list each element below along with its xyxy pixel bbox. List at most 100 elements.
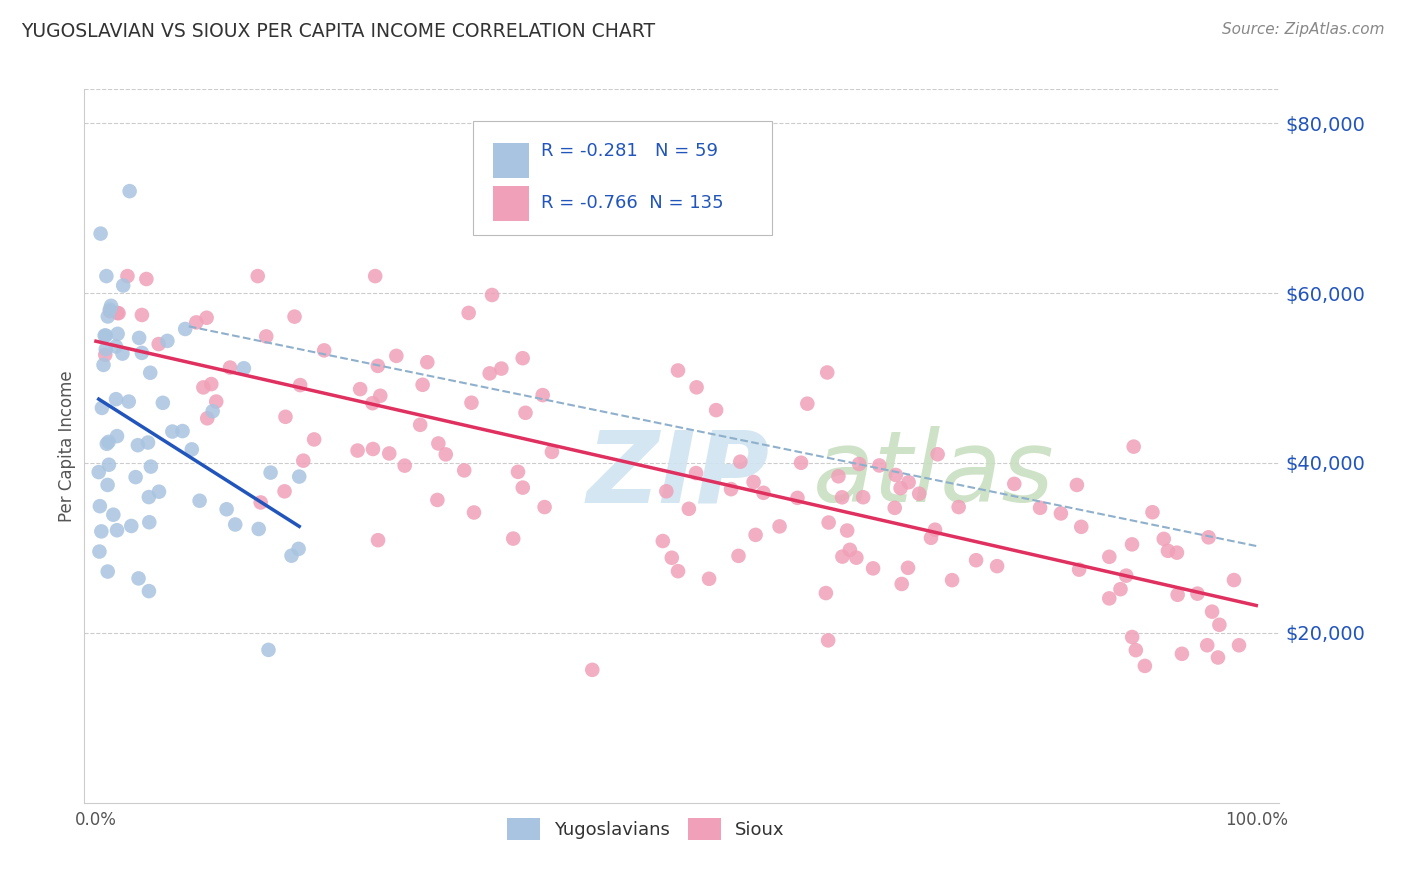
Point bbox=[104, 339, 127, 353]
Point bbox=[831, 549, 853, 564]
Point bbox=[136, 435, 159, 450]
Point bbox=[274, 409, 297, 424]
Point bbox=[897, 561, 920, 575]
Point bbox=[180, 442, 202, 457]
Point bbox=[124, 470, 146, 484]
Point bbox=[512, 351, 534, 366]
Point bbox=[1206, 650, 1229, 665]
Point bbox=[908, 486, 931, 500]
Point bbox=[678, 501, 700, 516]
Point bbox=[742, 475, 765, 489]
Point bbox=[246, 269, 269, 284]
Text: Source: ZipAtlas.com: Source: ZipAtlas.com bbox=[1222, 22, 1385, 37]
Point bbox=[941, 573, 963, 587]
Point bbox=[924, 523, 946, 537]
Point bbox=[685, 466, 707, 480]
Point bbox=[131, 308, 153, 322]
Point bbox=[193, 380, 215, 394]
Point bbox=[814, 586, 837, 600]
Text: R = -0.766  N = 135: R = -0.766 N = 135 bbox=[541, 194, 724, 212]
Point bbox=[302, 433, 325, 447]
Point bbox=[817, 516, 839, 530]
Point bbox=[94, 342, 117, 356]
Point bbox=[862, 561, 884, 575]
Point bbox=[368, 389, 391, 403]
Point bbox=[188, 493, 211, 508]
Legend: Yugoslavians, Sioux: Yugoslavians, Sioux bbox=[501, 811, 792, 847]
Point bbox=[920, 531, 942, 545]
Point bbox=[1121, 630, 1143, 644]
Point bbox=[186, 315, 208, 329]
Point bbox=[651, 534, 673, 549]
Point bbox=[127, 438, 149, 452]
Point bbox=[162, 425, 184, 439]
Point bbox=[1125, 643, 1147, 657]
Point bbox=[1133, 659, 1156, 673]
Point bbox=[219, 360, 242, 375]
Point bbox=[986, 559, 1008, 574]
Point bbox=[1187, 587, 1209, 601]
Point bbox=[89, 499, 111, 513]
Point bbox=[118, 394, 141, 409]
Point bbox=[478, 367, 501, 381]
Point bbox=[90, 524, 112, 539]
Point bbox=[1201, 605, 1223, 619]
Point bbox=[200, 377, 222, 392]
Point bbox=[852, 490, 875, 504]
Point bbox=[287, 541, 309, 556]
Point bbox=[292, 453, 315, 467]
Point bbox=[1098, 549, 1121, 564]
Point bbox=[426, 493, 449, 508]
Point bbox=[288, 378, 311, 392]
Point bbox=[385, 349, 408, 363]
Point bbox=[120, 519, 142, 533]
Point bbox=[128, 571, 150, 585]
Point bbox=[790, 456, 813, 470]
Point bbox=[460, 395, 482, 409]
Point bbox=[224, 517, 246, 532]
Point bbox=[148, 484, 170, 499]
Point bbox=[394, 458, 416, 473]
Point bbox=[254, 329, 277, 343]
Point bbox=[314, 343, 336, 358]
Point bbox=[512, 481, 534, 495]
Text: atlas: atlas bbox=[814, 426, 1054, 523]
Point bbox=[97, 434, 120, 449]
Point bbox=[515, 406, 537, 420]
Point bbox=[704, 403, 727, 417]
Point bbox=[139, 366, 162, 380]
FancyBboxPatch shape bbox=[494, 186, 529, 221]
Point bbox=[1115, 568, 1137, 582]
Point bbox=[148, 337, 170, 351]
Point bbox=[1153, 532, 1175, 546]
Point bbox=[897, 475, 920, 490]
Point bbox=[156, 334, 179, 348]
Point bbox=[1157, 544, 1180, 558]
Point bbox=[97, 565, 120, 579]
Point bbox=[94, 348, 117, 362]
Point bbox=[249, 495, 271, 509]
Point bbox=[112, 278, 135, 293]
Point bbox=[1171, 647, 1194, 661]
Point bbox=[457, 306, 479, 320]
Point bbox=[697, 572, 720, 586]
Point bbox=[884, 467, 907, 482]
Point bbox=[90, 227, 112, 241]
Point bbox=[98, 302, 121, 317]
Point bbox=[927, 447, 949, 461]
Point bbox=[1198, 530, 1220, 544]
Point bbox=[93, 328, 115, 343]
Point bbox=[90, 401, 112, 415]
Point bbox=[283, 310, 305, 324]
Point bbox=[685, 380, 707, 394]
Point bbox=[152, 396, 174, 410]
Point bbox=[87, 465, 110, 479]
Point bbox=[965, 553, 987, 567]
Point bbox=[1050, 507, 1073, 521]
Text: YUGOSLAVIAN VS SIOUX PER CAPITA INCOME CORRELATION CHART: YUGOSLAVIAN VS SIOUX PER CAPITA INCOME C… bbox=[21, 22, 655, 41]
Point bbox=[531, 388, 554, 402]
Point bbox=[103, 508, 125, 522]
Point bbox=[541, 445, 564, 459]
Point bbox=[97, 458, 120, 472]
Point bbox=[827, 469, 849, 483]
